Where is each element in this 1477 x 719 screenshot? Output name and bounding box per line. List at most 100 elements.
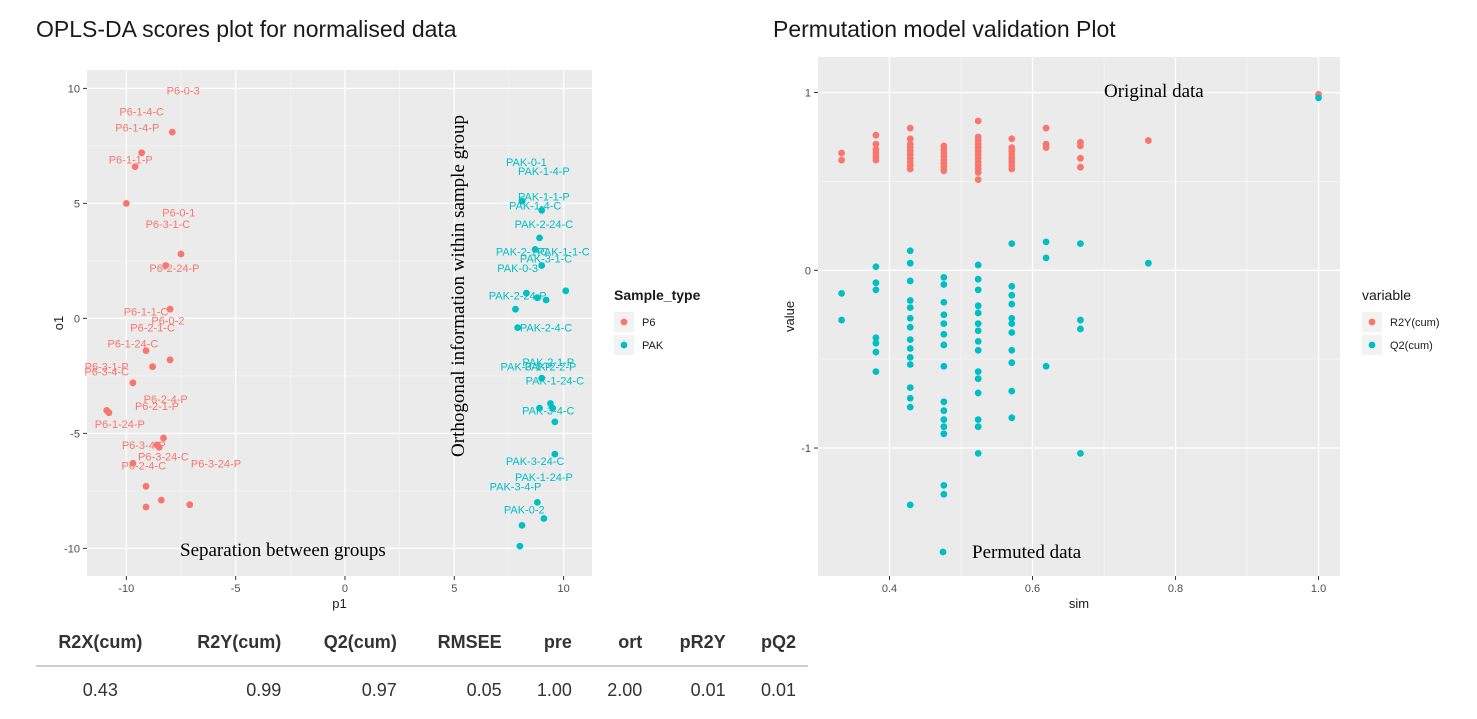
data-point-p6 xyxy=(155,443,163,451)
data-point-pak xyxy=(518,197,526,205)
data-point-r2y-cum- xyxy=(1008,135,1016,143)
data-point-q2-cum- xyxy=(1315,94,1322,102)
data-point-q2-cum- xyxy=(974,416,982,423)
data-point-q2-cum- xyxy=(940,281,948,288)
data-point-q2-cum- xyxy=(906,394,914,402)
data-point-q2-cum- xyxy=(974,275,982,283)
data-point-q2-cum- xyxy=(940,273,948,281)
data-point-q2-cum- xyxy=(906,247,914,255)
data-point-pak xyxy=(538,374,546,382)
y-tick-label: -5 xyxy=(70,428,80,440)
data-point-q2-cum- xyxy=(872,348,880,356)
legend-dot xyxy=(1368,318,1376,326)
data-point-q2-cum- xyxy=(974,286,982,294)
data-point-q2-cum- xyxy=(974,320,982,328)
data-point-pak xyxy=(538,262,546,269)
y-tick-label: -1 xyxy=(801,443,811,455)
data-point-pak xyxy=(549,404,557,412)
permutation-plot-title: Permutation model validation Plot xyxy=(773,16,1116,42)
data-point-r2y-cum- xyxy=(838,156,845,164)
point-label: P6-3-4-C xyxy=(84,366,129,378)
summary-value-cell: 1.00 xyxy=(536,680,572,700)
x-tick-label: 0.6 xyxy=(1025,583,1040,595)
data-point-q2-cum- xyxy=(872,286,880,294)
data-point-pak xyxy=(536,234,543,242)
data-point-pak xyxy=(518,522,526,529)
data-point-q2-cum- xyxy=(974,327,982,335)
legend-dot xyxy=(620,318,628,326)
data-point-q2-cum- xyxy=(872,279,880,287)
point-label: P6-1-24-P xyxy=(95,419,145,431)
point-label: P6-0-1 xyxy=(162,208,195,220)
legend-label: P6 xyxy=(642,317,655,329)
data-point-r2y-cum- xyxy=(872,140,880,148)
point-label: P6-1-4-C xyxy=(119,106,164,118)
y-tick-label: 0 xyxy=(805,265,811,277)
data-point-q2-cum- xyxy=(1008,300,1016,308)
legend-title: Sample_type xyxy=(614,287,701,303)
data-point-q2-cum- xyxy=(906,384,914,391)
summary-value-cell: 0.99 xyxy=(246,680,282,700)
data-point-q2-cum- xyxy=(974,423,982,431)
data-point-r2y-cum- xyxy=(906,124,914,132)
point-label: P6-3-24-P xyxy=(191,458,241,470)
legend-dot xyxy=(1368,341,1376,349)
data-point-q2-cum- xyxy=(974,302,982,310)
summary-header-cell: pR2Y xyxy=(654,628,738,667)
data-point-r2y-cum- xyxy=(1042,144,1050,152)
data-point-p6 xyxy=(177,250,185,258)
data-point-q2-cum- xyxy=(940,407,948,415)
legend-label: PAK xyxy=(642,340,664,352)
summary-header-cell: RMSEE xyxy=(408,628,514,667)
summary-header-cell: R2Y(cum) xyxy=(164,628,294,667)
point-label: PAK-2-1-P xyxy=(522,357,574,369)
data-point-pak xyxy=(523,289,530,297)
point-label: P6-2-4-C xyxy=(122,461,167,473)
point-label: P6-1-4-P xyxy=(115,123,159,135)
data-point-q2-cum- xyxy=(940,398,948,406)
annotation-marker xyxy=(939,548,947,556)
data-point-q2-cum- xyxy=(940,416,948,423)
data-point-q2-cum- xyxy=(974,368,982,375)
data-point-q2-cum- xyxy=(1008,387,1016,395)
data-point-q2-cum- xyxy=(940,481,948,489)
data-point-r2y-cum- xyxy=(1144,137,1152,144)
data-point-pak xyxy=(512,305,519,313)
data-point-pak xyxy=(533,499,541,506)
summary-header-cell: ort xyxy=(583,628,655,667)
data-point-q2-cum- xyxy=(1008,291,1016,299)
data-point-q2-cum- xyxy=(940,320,948,328)
point-label: PAK-3-4-P xyxy=(490,481,542,493)
legend-label: Q2(cum) xyxy=(1390,340,1433,352)
data-point-q2-cum- xyxy=(906,361,914,368)
data-point-p6 xyxy=(142,347,150,354)
summary-header-cell: R2X(cum) xyxy=(36,628,165,667)
point-label: P6-2-4-P xyxy=(144,394,188,406)
point-label: P6-0-3 xyxy=(167,86,200,98)
point-label: P6-0-2 xyxy=(151,316,184,328)
x-tick-label: -5 xyxy=(231,583,241,595)
point-label: P6-2-1-P xyxy=(135,401,179,413)
x-axis-title: p1 xyxy=(332,596,346,611)
summary-value-cell: 0.43 xyxy=(82,680,118,700)
annotation-orthogonal: Orthogonal information within sample gro… xyxy=(448,115,469,457)
data-point-r2y-cum- xyxy=(1042,124,1050,132)
point-label: P6-3-24-C xyxy=(138,451,189,463)
summary-value-cell: 0.01 xyxy=(760,680,796,700)
data-point-q2-cum- xyxy=(906,353,914,361)
data-point-pak xyxy=(514,324,522,331)
data-point-r2y-cum- xyxy=(974,169,982,176)
data-point-p6 xyxy=(166,356,174,364)
data-point-p6 xyxy=(122,200,130,207)
data-point-q2-cum- xyxy=(906,277,914,285)
data-point-q2-cum- xyxy=(1008,414,1016,422)
annotation-separation: Separation between groups xyxy=(180,540,386,561)
data-point-q2-cum- xyxy=(838,316,845,324)
x-tick-label: -10 xyxy=(118,583,134,595)
data-point-q2-cum- xyxy=(1008,346,1016,354)
point-label: PAK-3-24-C xyxy=(506,456,565,468)
summary-header-cell: Q2(cum) xyxy=(293,628,409,667)
data-point-q2-cum- xyxy=(974,389,982,397)
data-point-q2-cum- xyxy=(1144,259,1152,267)
